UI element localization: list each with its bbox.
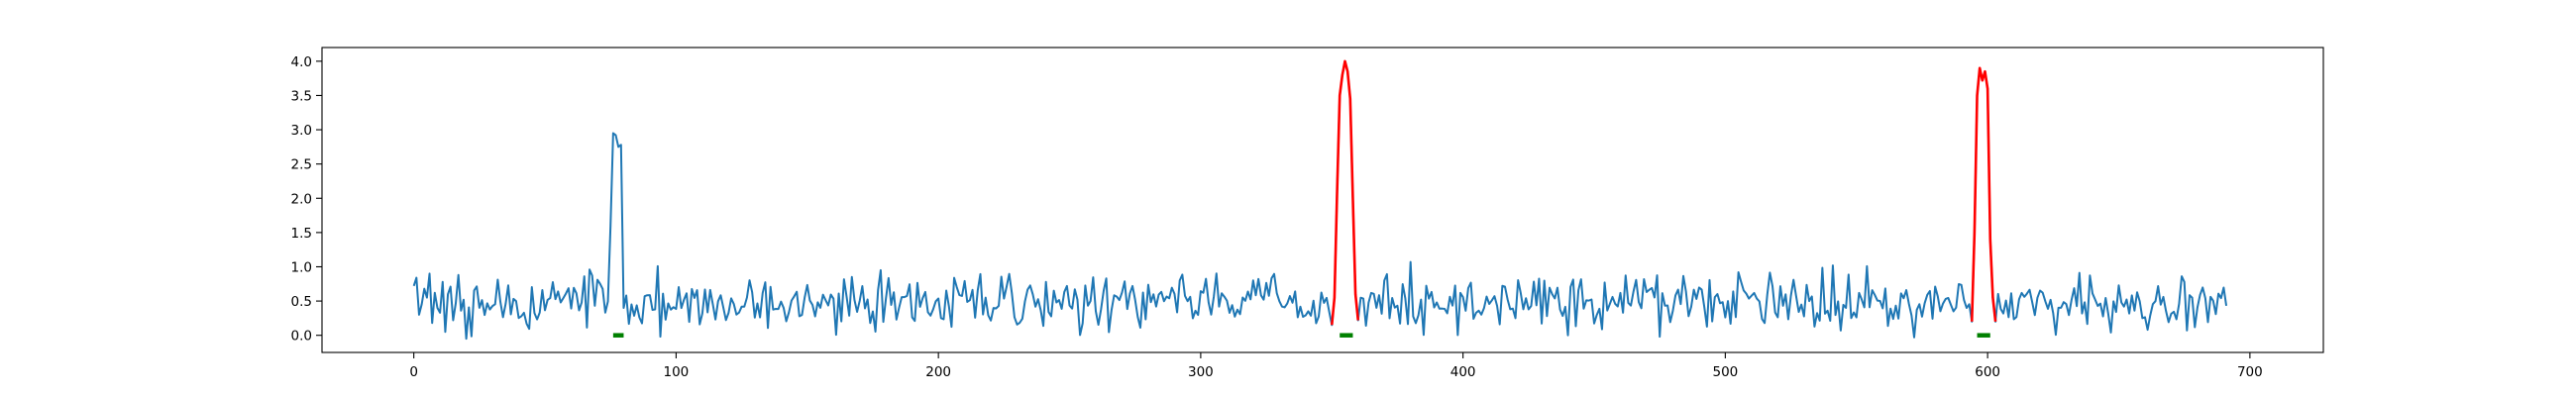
- y-tick-label-0.5: 0.5: [291, 294, 312, 310]
- y-tick-label-2.5: 2.5: [291, 157, 312, 173]
- x-tick-label-100: 100: [664, 364, 690, 380]
- x-tick-label-600: 600: [1975, 364, 2000, 380]
- y-tick-label-1.0: 1.0: [291, 259, 312, 275]
- y-tick-label-3.0: 3.0: [291, 123, 312, 139]
- y-tick-label-0.0: 0.0: [291, 329, 312, 345]
- signal-series-line: [412, 59, 2228, 341]
- x-tick-label-200: 200: [925, 364, 951, 380]
- series-layer: [412, 59, 2228, 341]
- axes-frame: [321, 47, 2324, 353]
- y-axis: 0.0 0.5 1.0 1.5 2.0 2.5 3.0 3.5 4.0: [291, 54, 322, 345]
- x-tick-label-700: 700: [2237, 364, 2263, 380]
- y-tick-label-4.0: 4.0: [291, 54, 312, 70]
- x-tick-label-500: 500: [1712, 364, 1738, 380]
- y-tick-label-3.5: 3.5: [291, 88, 312, 104]
- x-tick-label-0: 0: [409, 364, 418, 380]
- y-tick-label-2.0: 2.0: [291, 191, 312, 207]
- x-tick-label-400: 400: [1450, 364, 1476, 380]
- x-axis: 0 100 200 300 400 500 600 700: [409, 352, 2263, 380]
- x-tick-label-300: 300: [1188, 364, 1214, 380]
- anomaly-segment-1: [1330, 59, 1360, 326]
- y-tick-label-1.5: 1.5: [291, 226, 312, 242]
- anomaly-segment-2: [1970, 66, 1997, 322]
